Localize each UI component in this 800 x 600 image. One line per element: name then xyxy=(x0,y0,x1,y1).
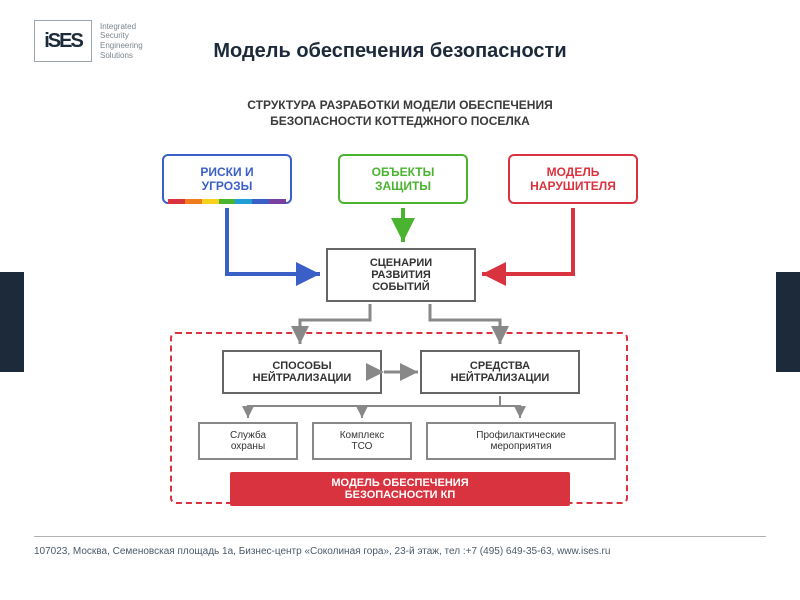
arrow-model-to-scenario xyxy=(482,208,573,274)
box-tso: КомплексТСО xyxy=(312,422,412,460)
rainbow-seg xyxy=(185,199,202,204)
rainbow-bar xyxy=(168,199,286,204)
logo-line: Integrated xyxy=(100,22,143,32)
logo-line: Solutions xyxy=(100,51,143,61)
logo-mark: iSES xyxy=(34,20,92,62)
rainbow-seg xyxy=(219,199,236,204)
page-title: Модель обеспечения безопасности xyxy=(180,40,600,63)
logo-line: Engineering xyxy=(100,41,143,51)
box-model: МОДЕЛЬНАРУШИТЕЛЯ xyxy=(508,154,638,204)
box-objects: ОБЪЕКТЫЗАЩИТЫ xyxy=(338,154,468,204)
box-risks: РИСКИ ИУГРОЗЫ xyxy=(162,154,292,204)
rainbow-seg xyxy=(269,199,286,204)
side-stripe-right xyxy=(776,272,800,372)
rainbow-seg xyxy=(168,199,185,204)
logo-text: Integrated Security Engineering Solution… xyxy=(100,22,143,60)
model-bar: МОДЕЛЬ ОБЕСПЕЧЕНИЯБЕЗОПАСНОСТИ КП xyxy=(230,472,570,506)
rainbow-seg xyxy=(235,199,252,204)
footer-text: 107023, Москва, Семеновская площадь 1а, … xyxy=(34,546,766,557)
footer-separator xyxy=(34,536,766,537)
side-stripe-left xyxy=(0,272,24,372)
box-prevent: Профилактическиемероприятия xyxy=(426,422,616,460)
box-scenario: СЦЕНАРИИРАЗВИТИЯСОБЫТИЙ xyxy=(326,248,476,302)
page-subtitle: СТРУКТУРА РАЗРАБОТКИ МОДЕЛИ ОБЕСПЕЧЕНИЯБ… xyxy=(150,98,650,129)
rainbow-seg xyxy=(202,199,219,204)
box-guard: Службаохраны xyxy=(198,422,298,460)
presentation-slide: iSES Integrated Security Engineering Sol… xyxy=(0,0,800,600)
logo: iSES Integrated Security Engineering Sol… xyxy=(34,20,143,62)
logo-line: Security xyxy=(100,31,143,41)
box-methods: СПОСОБЫНЕЙТРАЛИЗАЦИИ xyxy=(222,350,382,394)
arrow-risks-to-scenario xyxy=(227,208,320,274)
box-means: СРЕДСТВАНЕЙТРАЛИЗАЦИИ xyxy=(420,350,580,394)
rainbow-seg xyxy=(252,199,269,204)
